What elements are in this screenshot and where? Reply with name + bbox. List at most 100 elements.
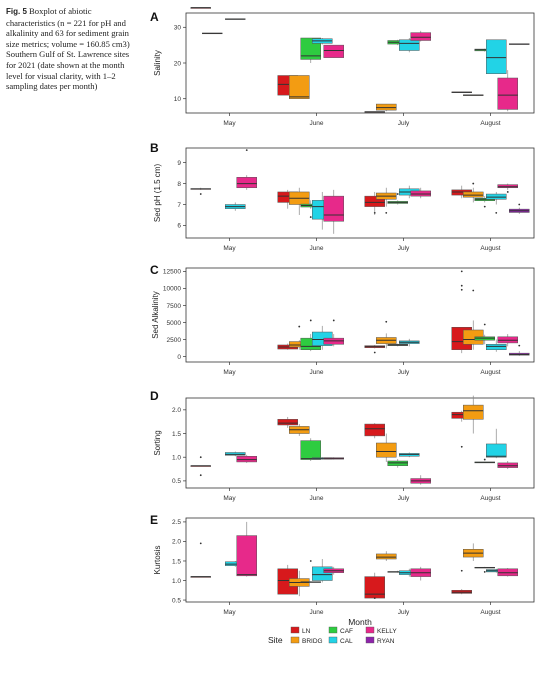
box-ln-may	[191, 466, 211, 467]
x-tick-label: August	[480, 495, 500, 502]
box-body	[463, 405, 483, 419]
box-ln-july	[365, 112, 385, 113]
legend-swatch	[366, 627, 374, 633]
box-bridg-july	[376, 104, 396, 111]
x-tick-label: August	[480, 245, 500, 252]
legend: SiteLNBRIDGCAFCALKELLYRYAN	[268, 627, 397, 645]
x-tick-label: June	[309, 120, 323, 127]
box-ln-august	[452, 92, 472, 93]
outlier-point	[461, 289, 463, 291]
panel-letter: A	[150, 10, 159, 24]
legend-item-kelly: KELLY	[366, 627, 397, 635]
box-bridg-june	[289, 76, 309, 99]
y-tick-label: 10	[174, 96, 182, 103]
y-axis-label: Salinity	[153, 50, 162, 76]
box-body	[324, 45, 344, 58]
legend-swatch	[329, 637, 337, 643]
outlier-point	[518, 345, 520, 347]
panel-b: B 6 7 8 9 Sed pH (1.5 cm) May June July August	[150, 141, 534, 252]
box-body	[411, 33, 431, 41]
outlier-point	[484, 324, 486, 326]
y-axis-label: Sorting	[153, 430, 162, 455]
box-cal-august	[486, 40, 506, 74]
y-tick-label: 6	[177, 223, 181, 230]
box-kelly-may	[237, 175, 257, 190]
box-body	[365, 577, 385, 598]
y-tick-label: 2500	[167, 337, 182, 344]
box-caf-august	[475, 567, 495, 568]
y-tick-label: 0.5	[172, 597, 181, 604]
box-ln-may	[191, 8, 211, 9]
box-ryan-august	[509, 44, 529, 45]
y-tick-label: 20	[174, 60, 182, 67]
legend-title: Site	[268, 635, 283, 645]
y-tick-label: 1.0	[172, 578, 181, 585]
y-tick-label: 2.0	[172, 539, 181, 546]
box-body	[376, 443, 396, 457]
x-tick-label: July	[398, 369, 410, 376]
box-ln-july	[365, 345, 385, 348]
outlier-point	[461, 446, 463, 448]
box-kelly-august	[498, 568, 518, 577]
legend-item-ln: LN	[291, 627, 311, 635]
box-body	[486, 344, 506, 349]
box-cal-july	[399, 452, 419, 457]
y-tick-label: 2.0	[172, 407, 181, 414]
x-tick-label: July	[398, 120, 410, 127]
legend-label: RYAN	[377, 638, 395, 645]
outlier-point	[310, 320, 312, 322]
panel-letter: B	[150, 141, 159, 155]
x-tick-label: June	[309, 245, 323, 252]
x-tick-label: August	[480, 120, 500, 127]
legend-label: BRIDG	[302, 638, 323, 645]
box-kelly-june	[324, 45, 344, 58]
y-tick-label: 7	[177, 202, 181, 209]
outlier-point	[518, 204, 520, 206]
outlier-point	[461, 285, 463, 287]
outlier-point	[484, 459, 486, 461]
outlier-point	[200, 542, 202, 544]
y-tick-label: 5000	[167, 320, 182, 327]
box-body	[324, 196, 344, 221]
outlier-point	[298, 326, 300, 328]
x-tick-label: May	[223, 609, 236, 616]
outlier-point	[484, 206, 486, 208]
box-body	[376, 104, 396, 110]
legend-item-ryan: RYAN	[366, 637, 395, 645]
box-bridg-august	[463, 95, 483, 96]
box-ln-may	[191, 577, 211, 578]
outlier-point	[200, 193, 202, 195]
box-cal-may	[225, 452, 245, 457]
x-tick-label: June	[309, 369, 323, 376]
outlier-point	[310, 560, 312, 562]
x-tick-label: July	[398, 245, 410, 252]
outlier-point	[246, 149, 248, 151]
legend-swatch	[291, 637, 299, 643]
box-body	[411, 191, 431, 196]
y-axis-label: Sed Alkalinity	[151, 291, 160, 339]
outlier-point	[507, 191, 509, 193]
legend-label: KELLY	[377, 628, 397, 635]
y-axis-label: Kurtosis	[153, 546, 162, 575]
box-body	[237, 536, 257, 576]
y-tick-label: 1.5	[172, 431, 181, 438]
outlier-point	[374, 212, 376, 214]
box-body	[498, 185, 518, 188]
outlier-point	[374, 352, 376, 354]
y-tick-label: 1.5	[172, 558, 181, 565]
box-body	[376, 554, 396, 559]
y-tick-label: 1.0	[172, 455, 181, 462]
outlier-point	[385, 321, 387, 323]
outlier-point	[495, 212, 497, 214]
y-tick-label: 0	[177, 354, 181, 361]
box-body	[301, 441, 321, 460]
x-tick-label: June	[309, 495, 323, 502]
box-kelly-june	[324, 457, 344, 459]
y-tick-label: 0.5	[172, 478, 181, 485]
box-bridg-may	[202, 33, 222, 34]
panel-letter: E	[150, 513, 158, 527]
box-body	[365, 424, 385, 436]
x-tick-label: August	[480, 369, 500, 376]
y-tick-label: 8	[177, 181, 181, 188]
